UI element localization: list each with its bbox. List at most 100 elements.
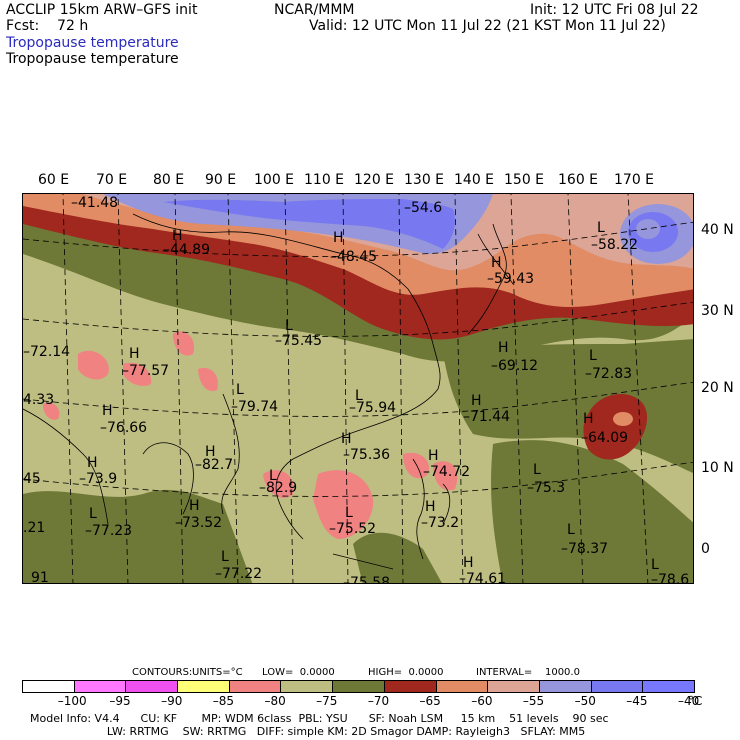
organization: NCAR/MMM <box>274 2 355 18</box>
colorbar-label: –80 <box>264 694 286 708</box>
blue-core <box>163 199 455 249</box>
interval-label: INTERVAL= 1000.0 <box>476 667 580 678</box>
colorbar-swatch <box>642 680 695 693</box>
contour-value: –73.2 <box>421 515 460 531</box>
lon-label: 130 E <box>404 172 445 188</box>
lon-label: 90 E <box>205 172 237 188</box>
colorbar-swatch <box>590 680 644 693</box>
contour-value: –71.44 <box>463 409 511 425</box>
high-marker: H <box>205 444 216 460</box>
low-marker: L <box>597 220 605 236</box>
lon-label: 100 E <box>254 172 295 188</box>
valid-time: Valid: 12 UTC Mon 11 Jul 22 (21 KST Mon … <box>309 18 666 34</box>
forecast-hour: Fcst: 72 h <box>6 18 89 34</box>
high-marker: H <box>172 228 183 244</box>
high-marker: H <box>102 403 113 419</box>
lon-label: 160 E <box>558 172 599 188</box>
colorbar-swatch <box>487 680 540 693</box>
lat-label: 0 <box>701 541 710 557</box>
init-time: Init: 12 UTC Fri 08 Jul 22 <box>530 2 699 18</box>
lon-label: 120 E <box>354 172 395 188</box>
colorbar-label: –85 <box>212 694 235 708</box>
lon-label: 170 E <box>614 172 655 188</box>
lon-label: 110 E <box>304 172 345 188</box>
colorbar-swatch <box>538 680 592 693</box>
contour-value: 4.33 <box>23 392 55 408</box>
units-label: UNITS=°C <box>192 667 243 678</box>
high-label: HIGH= 0.0000 <box>368 667 444 678</box>
lat-label: 30 N <box>701 303 734 319</box>
dark-olive-region <box>491 440 693 583</box>
colorbar-label: –60 <box>471 694 493 708</box>
contour-value: –54.6 <box>404 200 443 216</box>
low-marker: L <box>355 388 363 404</box>
lon-label: 60 E <box>38 172 70 188</box>
model-title: ACCLIP 15km ARW–GFS init <box>6 2 198 18</box>
dark-olive-region <box>23 489 253 583</box>
colorbar-label: –40 <box>678 694 700 708</box>
graticule <box>23 194 693 583</box>
contour-value: .21 <box>23 520 46 536</box>
contour-value: –69.12 <box>491 358 539 374</box>
colorbar-swatch <box>435 680 489 693</box>
colorbar-unit: °C <box>688 694 703 708</box>
contour-value: 91 <box>31 570 49 584</box>
contour-value: –64.09 <box>581 430 629 446</box>
low-marker: L <box>651 557 659 573</box>
contour-value: –74.61 <box>459 571 507 584</box>
lon-label: 140 E <box>454 172 495 188</box>
contour-value: –78.37 <box>561 541 609 557</box>
contour-value: 45 <box>23 471 41 487</box>
low-marker: L <box>285 318 293 334</box>
contour-value: –77.57 <box>122 363 170 379</box>
low-marker: L <box>589 348 597 364</box>
colorbar-swatch <box>332 680 385 693</box>
contour-value: –74.72 <box>423 464 471 480</box>
contour-value: –82.7 <box>195 457 234 473</box>
contour-value: –48.45 <box>330 249 378 265</box>
contour-value: –73.52 <box>175 515 223 531</box>
colorbar-swatch <box>383 680 437 693</box>
colorbar-swatch <box>22 680 75 693</box>
low-marker: L <box>533 462 541 478</box>
coastlines <box>23 213 514 570</box>
colorbar-label: –50 <box>574 694 596 708</box>
lon-label: 70 E <box>96 172 128 188</box>
high-marker: H <box>491 255 502 271</box>
high-marker: H <box>425 499 436 515</box>
contour-value: –77.22 <box>215 566 263 582</box>
low-marker: L <box>236 382 244 398</box>
warm-anomaly <box>583 394 648 460</box>
high-marker: H <box>471 393 482 409</box>
colorbar-label: –75 <box>316 694 338 708</box>
colorbar-swatch <box>280 680 334 693</box>
high-marker: H <box>428 448 439 464</box>
colorbar-label: –55 <box>522 694 545 708</box>
contour-value: –77.23 <box>85 523 133 539</box>
cold-patches <box>43 331 458 539</box>
contour-value: –44.89 <box>163 242 211 258</box>
contour-value: –59.43 <box>487 271 535 287</box>
colorbar-swatch <box>177 680 230 693</box>
warm-anomaly-core <box>613 412 633 426</box>
model-info-line1: Model Info: V4.4 CU: KF MP: WDM 6class P… <box>30 712 609 725</box>
high-marker: H <box>87 455 98 471</box>
colorbar-label: –95 <box>109 694 131 708</box>
colorbar-label: –45 <box>626 694 648 708</box>
lon-label: 80 E <box>153 172 185 188</box>
contours-label: CONTOURS: <box>132 667 193 678</box>
high-marker: H <box>498 340 509 356</box>
map-panel: –41.48 –54.6 H –44.89 H –48.45 L –58.22 … <box>22 193 694 584</box>
low-marker: L <box>269 468 277 484</box>
dark-olive-region <box>353 532 442 583</box>
colorbar-label: –100 <box>57 694 87 708</box>
low-marker: L <box>567 522 575 538</box>
contour-value: –73.9 <box>79 471 118 487</box>
high-marker: H <box>583 411 594 427</box>
colorbar-swatch <box>228 680 282 693</box>
cyclone-eye <box>636 219 660 239</box>
contour-value: –75.58 <box>343 575 391 584</box>
contour-value: –75.94 <box>349 400 397 416</box>
low-label: LOW= 0.0000 <box>262 667 335 678</box>
lat-label: 20 N <box>701 380 734 396</box>
